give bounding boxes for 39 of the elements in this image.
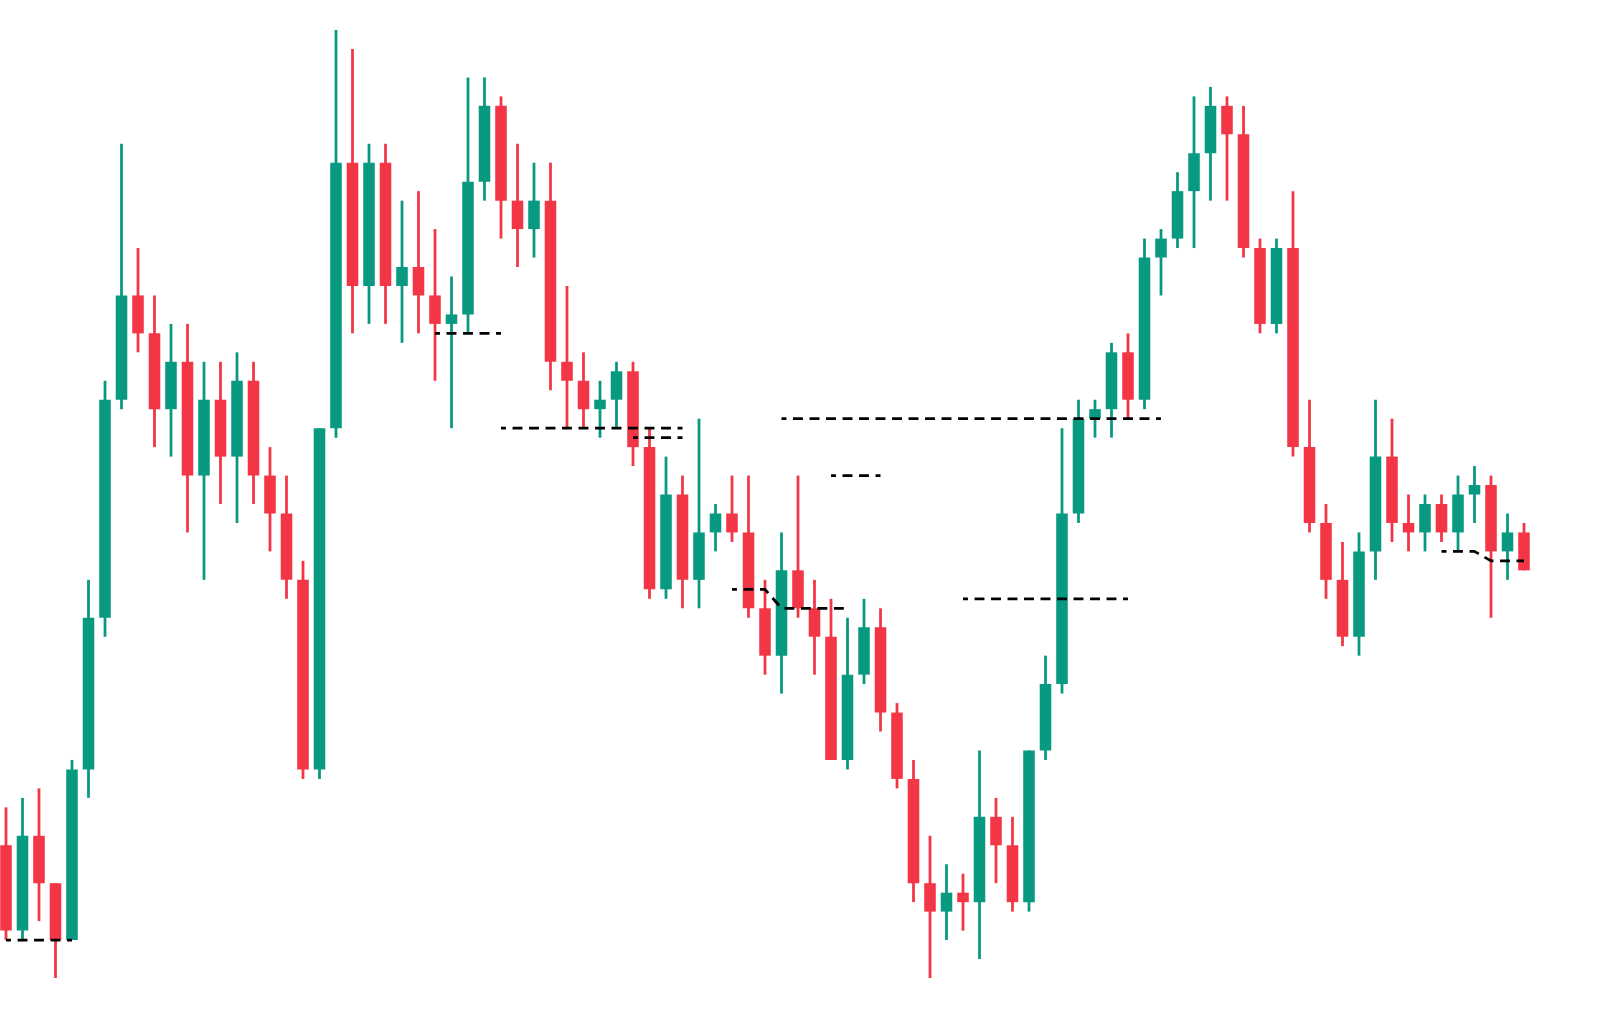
candlestick: [1171, 170, 1184, 250]
candlestick: [792, 474, 804, 620]
candlestick: [1204, 85, 1217, 203]
candlestick: [709, 502, 722, 553]
candlestick: [1501, 512, 1514, 582]
candlestick: [511, 142, 524, 269]
candlestick: [577, 350, 590, 430]
candlestick: [1452, 474, 1464, 553]
candlestick: [412, 189, 425, 335]
candlestick: [726, 474, 738, 544]
candlestick: [858, 597, 870, 686]
candlestick: [264, 445, 276, 553]
candlestick: [1518, 521, 1530, 572]
candlestick: [165, 322, 177, 458]
candlestick: [1435, 493, 1448, 544]
candlestick: [1419, 493, 1431, 553]
candlestick: [445, 275, 458, 430]
candlestick: [132, 246, 144, 354]
candlestick: [429, 227, 441, 383]
candlestick: [610, 360, 623, 430]
candlestick: [561, 284, 573, 430]
candlestick: [33, 787, 45, 923]
candlestick: [693, 417, 705, 610]
candlestick: [940, 862, 953, 942]
candlestick: [957, 872, 969, 932]
candlestick: [1089, 398, 1101, 440]
candlestick: [808, 578, 821, 677]
candlestick: [528, 161, 540, 259]
candlestick: [1402, 493, 1415, 553]
candlestick: [594, 379, 606, 440]
candlestick: [1122, 331, 1134, 421]
candlestick: [396, 199, 408, 345]
candlestick: [1188, 94, 1200, 250]
candlestick: [924, 834, 936, 980]
candlestick: [759, 578, 771, 677]
candlestick: [1468, 464, 1481, 525]
candlestick: [990, 796, 1002, 885]
candlestick: [1155, 227, 1167, 297]
candlestick: [1221, 94, 1233, 203]
